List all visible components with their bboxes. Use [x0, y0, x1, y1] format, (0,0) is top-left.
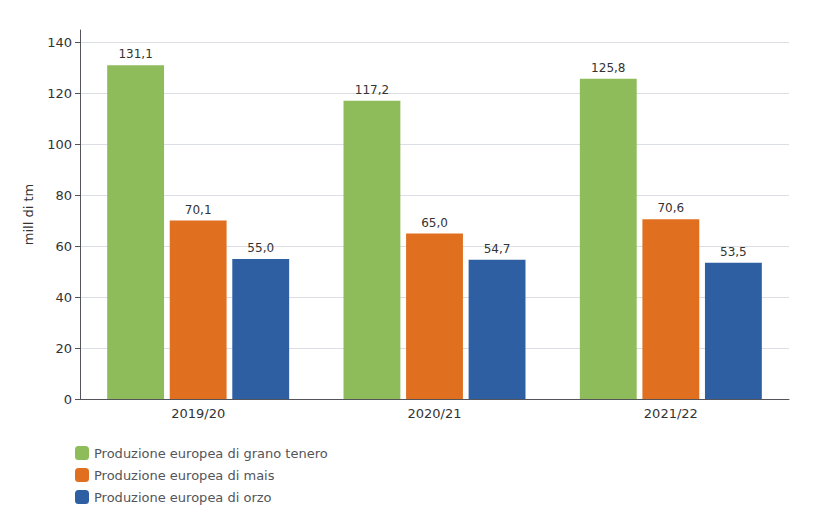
svg-text:40: 40 [55, 290, 72, 305]
svg-text:65,0: 65,0 [421, 216, 448, 230]
svg-text:Produzione europea di mais: Produzione europea di mais [94, 468, 275, 483]
svg-text:54,7: 54,7 [484, 242, 511, 256]
svg-text:0: 0 [64, 392, 72, 407]
svg-text:125,8: 125,8 [591, 61, 625, 75]
svg-text:2019/20: 2019/20 [171, 406, 225, 421]
svg-text:70,6: 70,6 [657, 201, 684, 215]
svg-text:53,5: 53,5 [720, 245, 747, 259]
svg-text:Produzione europea di orzo: Produzione europea di orzo [94, 490, 272, 505]
svg-text:60: 60 [55, 239, 72, 254]
svg-text:55,0: 55,0 [247, 241, 274, 255]
svg-text:20: 20 [55, 341, 72, 356]
svg-text:120: 120 [47, 86, 72, 101]
svg-text:131,1: 131,1 [118, 47, 152, 61]
svg-text:100: 100 [47, 137, 72, 152]
svg-text:2020/21: 2020/21 [407, 406, 461, 421]
svg-text:117,2: 117,2 [355, 83, 389, 97]
svg-text:140: 140 [47, 35, 72, 50]
svg-text:2021/22: 2021/22 [644, 406, 698, 421]
svg-text:70,1: 70,1 [185, 203, 212, 217]
svg-text:Produzione europea di grano te: Produzione europea di grano tenero [94, 446, 328, 461]
svg-text:80: 80 [55, 188, 72, 203]
svg-text:mill di tm: mill di tm [21, 184, 36, 245]
